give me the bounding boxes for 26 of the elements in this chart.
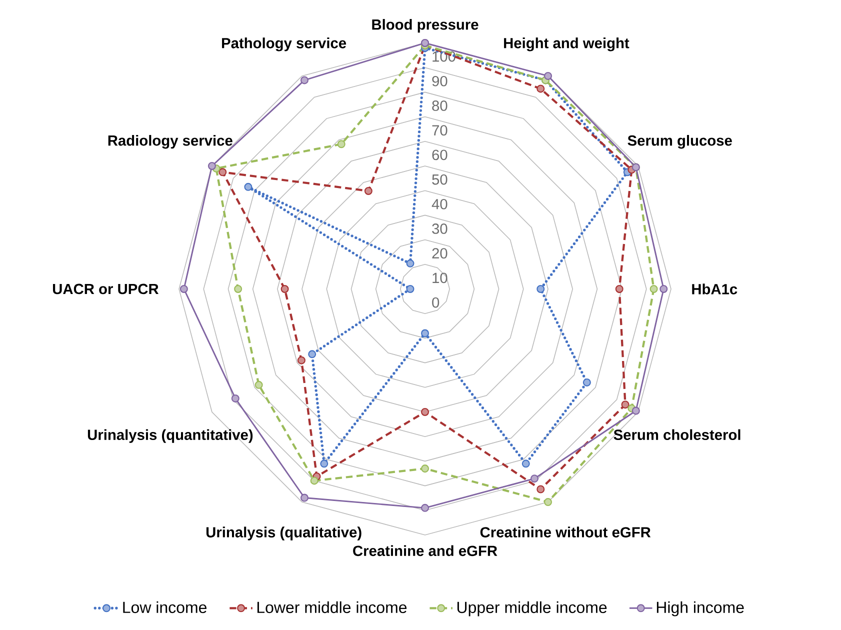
spoke-label: UACR or UPCR [52, 284, 159, 294]
spoke-label: Height and weight [504, 38, 630, 52]
spoke-label: Serum cholesterol [614, 429, 740, 440]
spoke-label: Pathology service [222, 38, 346, 52]
legend-label: High income [656, 601, 744, 616]
spoke-label: Blood pressure [372, 19, 478, 33]
y-tick-label: 60 [432, 150, 448, 160]
y-tick-label: 20 [432, 248, 448, 259]
y-tick-label: 50 [432, 174, 448, 185]
y-tick-label: 80 [432, 100, 448, 111]
y-tick-label: 10 [432, 272, 448, 284]
y-tick-label: 90 [432, 76, 448, 86]
spoke-label: Urinalysis (quantitative) [88, 429, 253, 443]
y-tick-label: 30 [432, 224, 448, 234]
y-tick-label: 40 [432, 198, 448, 210]
legend-label: Low income [123, 601, 207, 614]
spoke-label: HbA1c [692, 284, 738, 294]
spoke-label: Radiology service [108, 134, 232, 149]
y-tick-label: 0 [432, 297, 440, 308]
legend-label: Upper middle income [457, 601, 607, 616]
y-tick-label: 70 [432, 125, 448, 136]
spoke-label: Urinalysis (qualitative) [206, 526, 362, 540]
spoke-label: Creatinine and eGFR [353, 545, 498, 556]
spoke-label: Serum glucose [628, 134, 732, 149]
legend-label: Lower middle income [257, 601, 407, 614]
spoke-label: Creatinine without eGFR [480, 526, 651, 538]
